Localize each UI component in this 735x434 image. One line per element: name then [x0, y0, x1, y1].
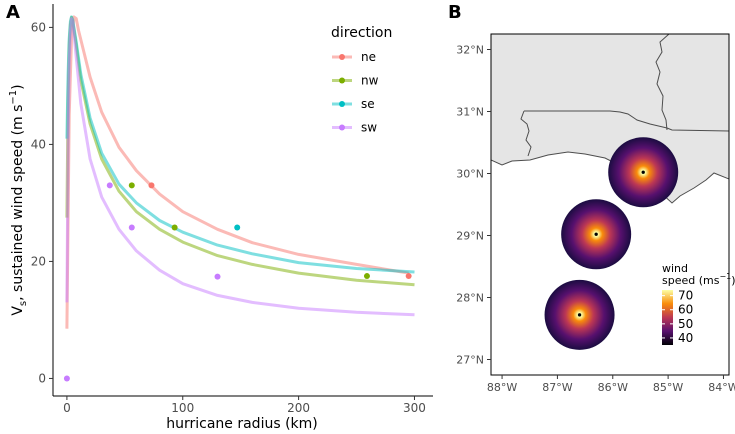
- data-point-sw: [214, 273, 221, 280]
- data-point-ne: [405, 273, 412, 280]
- y-axis-title: Vs, sustained wind speed (m s−1): [8, 84, 29, 315]
- legend-key-point-ne: [339, 54, 345, 60]
- lon-tick-label: 86°W: [598, 381, 628, 394]
- data-point-origin: [63, 375, 70, 382]
- colorbar-title-line2: speed (ms−1): [662, 272, 735, 287]
- legend-label-nw: nw: [361, 74, 379, 88]
- y-tick-label: 60: [31, 20, 46, 34]
- lat-tick-label: 29°N: [456, 230, 484, 243]
- storm-center-point: [641, 170, 645, 174]
- lon-tick-label: 85°W: [653, 381, 683, 394]
- legend-key-point-se: [339, 101, 345, 107]
- y-tick-label: 40: [31, 137, 46, 151]
- data-point-ne: [148, 182, 155, 189]
- x-axis-title: hurricane radius (km): [166, 416, 318, 432]
- series-line-sw: [65, 17, 415, 317]
- data-point-nw: [171, 224, 178, 231]
- x-tick-label: 0: [63, 401, 71, 415]
- lat-tick-label: 30°N: [456, 168, 484, 181]
- data-point-sw: [106, 182, 113, 189]
- series-line-ne: [65, 15, 409, 329]
- x-tick-label: 100: [171, 401, 194, 415]
- state-border-south: [524, 110, 729, 132]
- colorbar-title-line1: wind: [662, 262, 688, 275]
- legend: direction ne nw se sw: [331, 25, 392, 135]
- panel-label-a: A: [6, 2, 20, 23]
- lon-tick-label: 87°W: [542, 381, 572, 394]
- state-border-west: [520, 110, 532, 157]
- lat-tick-label: 31°N: [456, 106, 484, 119]
- panel-label-b: B: [448, 2, 462, 23]
- colorbar-label: 40: [678, 331, 693, 345]
- data-point-nw: [363, 273, 370, 280]
- lat-tick-label: 27°N: [456, 354, 484, 367]
- colorbar-label: 70: [678, 289, 693, 303]
- legend-title: direction: [331, 25, 392, 41]
- map-frame: [490, 33, 730, 376]
- y-tick-label: 0: [38, 371, 46, 385]
- legend-key-point-sw: [339, 124, 345, 131]
- x-tick-label: 200: [287, 401, 310, 415]
- data-point-sw: [128, 224, 135, 231]
- data-point-se: [234, 224, 241, 231]
- state-border-east: [655, 34, 670, 131]
- legend-label-ne: ne: [361, 50, 376, 64]
- lon-tick-label: 84°W: [708, 381, 735, 394]
- y-tick-label: 20: [31, 254, 46, 268]
- colorbar-label: 50: [678, 317, 693, 331]
- lat-tick-label: 32°N: [456, 44, 484, 57]
- lat-tick-label: 28°N: [456, 292, 484, 305]
- colorbar-gradient: [662, 290, 673, 345]
- storm-center-point: [577, 313, 582, 317]
- legend-label-se: se: [361, 97, 375, 111]
- lon-tick-label: 88°W: [487, 381, 517, 394]
- colorbar-label: 60: [678, 303, 693, 317]
- legend-key-point-nw: [339, 77, 345, 84]
- storm-center-point: [594, 232, 598, 236]
- x-tick-label: 300: [403, 401, 426, 415]
- map-panel: 88°W 87°W 86°W 85°W 84°W 27°N 28°N 29°N 30°N 31°N…: [456, 33, 735, 394]
- data-point-nw: [128, 182, 135, 189]
- legend-label-sw: sw: [361, 121, 377, 135]
